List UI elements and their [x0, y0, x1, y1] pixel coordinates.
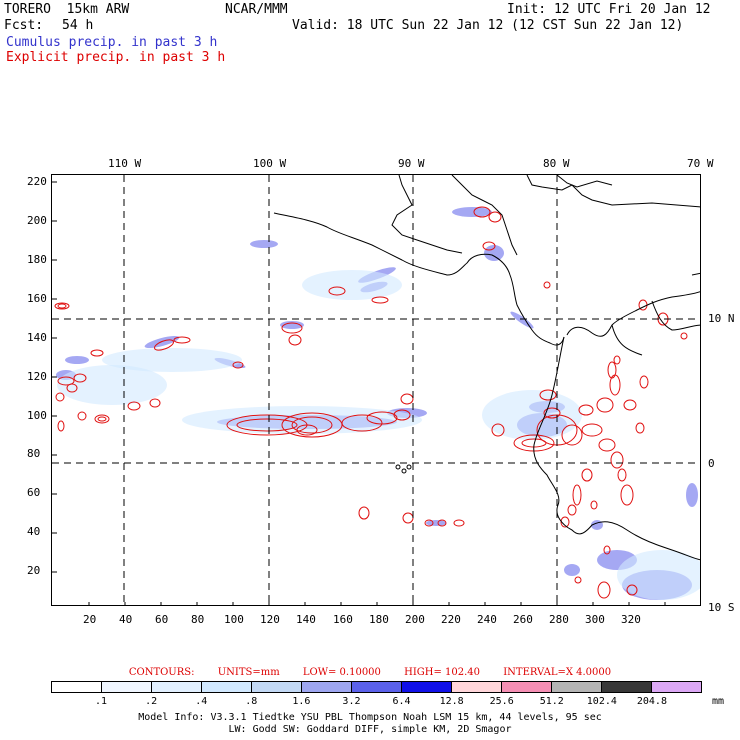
colorbar-swatch: [252, 682, 302, 692]
colorbar-unit: mm: [712, 696, 725, 707]
lon-label-110w: 110 W: [108, 157, 142, 170]
y-tick-label: 20: [27, 564, 41, 577]
y-tick-label: 60: [27, 486, 41, 499]
y-tick-label: 40: [27, 525, 41, 538]
map-canvas: [52, 175, 700, 605]
x-tick-label: 220: [441, 613, 461, 626]
lat-label-0: 0: [708, 457, 715, 470]
contour-units: UNITS=mm: [217, 667, 280, 678]
x-tick-label: 40: [119, 613, 133, 626]
explicit-precip-contours: [54, 206, 688, 599]
colorbar-tick-label: .8: [245, 696, 258, 707]
y-tick-label: 120: [27, 370, 47, 383]
contour-title: CONTOURS:: [128, 667, 195, 678]
x-tick-label: 80: [191, 613, 205, 626]
colorbar-tick-label: 102.4: [586, 696, 617, 707]
contour-low: LOW= 0.10000: [302, 667, 381, 678]
precip-map: [51, 174, 701, 606]
x-tick-label: 140: [296, 613, 316, 626]
model-title: TORERO 15km ARW: [4, 2, 130, 17]
x-tick-label: 320: [621, 613, 641, 626]
colorbar-tick-label: .4: [195, 696, 208, 707]
colorbar: [51, 681, 702, 693]
x-tick-label: 280: [549, 613, 569, 626]
colorbar-swatch: [402, 682, 452, 692]
x-tick-label: 160: [333, 613, 353, 626]
lat-label-10s: 10 S: [708, 601, 735, 614]
x-tick-label: 300: [585, 613, 605, 626]
contour-interval: INTERVAL=X 4.0000: [503, 667, 612, 678]
fcst-label: Fcst:: [4, 18, 44, 33]
x-tick-label: 180: [369, 613, 389, 626]
y-tick-label: 80: [27, 447, 41, 460]
x-tick-label: 260: [513, 613, 533, 626]
lon-label-90w: 90 W: [398, 157, 425, 170]
y-tick-label: 100: [27, 409, 47, 422]
lat-lon-grid: [52, 175, 700, 605]
colorbar-swatch: [552, 682, 602, 692]
lon-label-100w: 100 W: [253, 157, 287, 170]
x-tick-label: 120: [260, 613, 280, 626]
cumulus-precip-areas: [56, 207, 698, 600]
colorbar-swatch: [302, 682, 352, 692]
colorbar-swatch: [102, 682, 152, 692]
colorbar-swatch: [52, 682, 102, 692]
lon-label-70w: 70 W: [687, 157, 714, 170]
colorbar-swatch: [352, 682, 402, 692]
colorbar-swatch: [602, 682, 652, 692]
y-tick-label: 140: [27, 331, 47, 344]
x-tick-label: 60: [155, 613, 169, 626]
contour-high: HIGH= 102.40: [404, 667, 481, 678]
colorbar-tick-label: 6.4: [392, 696, 411, 707]
axis-ticks: [52, 181, 666, 605]
x-tick-label: 200: [405, 613, 425, 626]
cumulus-legend: Cumulus precip. in past 3 h: [6, 35, 218, 50]
model-info-line: Model Info: V3.3.1 Tiedtke YSU PBL Thomp…: [138, 712, 602, 723]
colorbar-swatch: [152, 682, 202, 692]
colorbar-tick-label: 25.6: [489, 696, 514, 707]
physics-info-line: LW: Godd SW: Goddard DIFF, simple KM, 2D…: [228, 724, 512, 735]
colorbar-swatch: [202, 682, 252, 692]
x-tick-label: 240: [477, 613, 497, 626]
colorbar-tick-label: 12.8: [439, 696, 464, 707]
colorbar-tick-label: 51.2: [539, 696, 564, 707]
explicit-legend: Explicit precip. in past 3 h: [6, 50, 226, 65]
coastlines: [273, 175, 700, 561]
y-tick-label: 180: [27, 253, 47, 266]
colorbar-tick-label: .1: [95, 696, 108, 707]
y-tick-label: 220: [27, 175, 47, 188]
x-tick-label: 100: [224, 613, 244, 626]
colorbar-swatch: [502, 682, 552, 692]
colorbar-tick-label: 3.2: [342, 696, 361, 707]
y-tick-label: 160: [27, 292, 47, 305]
lat-label-10n: 10 N: [708, 312, 735, 325]
lon-label-80w: 80 W: [543, 157, 570, 170]
valid-time: Valid: 18 UTC Sun 22 Jan 12 (12 CST Sun …: [292, 18, 684, 33]
colorbar-swatch: [652, 682, 701, 692]
y-tick-label: 200: [27, 214, 47, 227]
fcst-hours: 54 h: [62, 18, 94, 33]
colorbar-tick-label: .2: [145, 696, 158, 707]
init-time: Init: 12 UTC Fri 20 Jan 12: [507, 2, 711, 17]
colorbar-tick-label: 1.6: [292, 696, 311, 707]
center-label: NCAR/MMM: [225, 2, 288, 17]
colorbar-tick-label: 204.8: [636, 696, 667, 707]
x-tick-label: 20: [83, 613, 97, 626]
contour-info: CONTOURS: UNITS=mm LOW= 0.10000 HIGH= 10…: [0, 667, 740, 678]
colorbar-swatch: [452, 682, 502, 692]
